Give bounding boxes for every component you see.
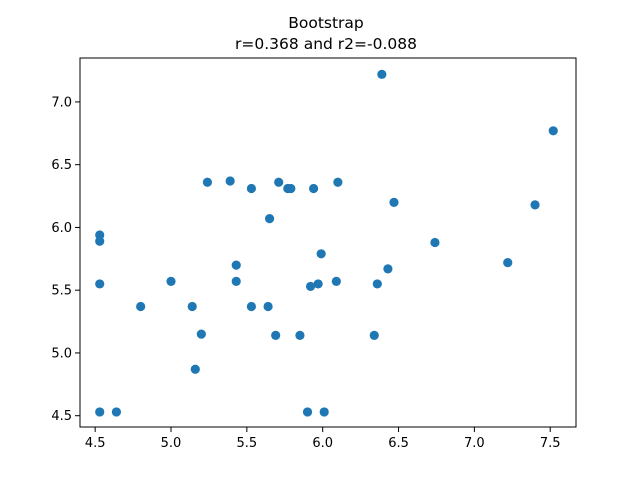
data-point [313, 279, 323, 289]
y-tick-label: 4.5 [51, 409, 72, 424]
data-point [389, 197, 399, 207]
data-point [95, 279, 105, 289]
data-point [302, 407, 313, 417]
data-point [331, 276, 341, 287]
data-point [305, 281, 316, 292]
data-point [319, 407, 329, 417]
data-point [333, 177, 343, 187]
data-point [316, 249, 326, 259]
plot-frame [79, 57, 577, 428]
data-point [246, 301, 256, 312]
data-point [372, 279, 382, 289]
x-tick-label: 7.0 [464, 436, 485, 451]
chart-subtitle: r=0.368 and r2=-0.088 [235, 35, 417, 53]
data-point [136, 301, 146, 312]
data-point [383, 264, 393, 274]
data-point [196, 329, 206, 339]
data-point [377, 69, 387, 79]
x-tick-label: 6.5 [388, 436, 409, 451]
data-point [308, 183, 319, 194]
data-point [271, 330, 281, 340]
data-point [225, 176, 235, 186]
data-point [503, 257, 513, 268]
data-point [274, 177, 284, 187]
data-point [530, 200, 540, 210]
data-point [263, 301, 273, 312]
axes-layer: 4.5 5.0 5.5 6.0 6.5 7.0 7.5 4.5 5.0 5.5 6.0 6.5 7.0 [51, 57, 577, 451]
data-point [246, 183, 256, 194]
data-point [95, 407, 105, 417]
data-point [166, 276, 176, 287]
data-point [190, 364, 200, 374]
y-tick-label: 6.5 [51, 158, 72, 173]
y-tick-label: 7.0 [51, 95, 72, 110]
data-point [548, 126, 558, 136]
x-tick-label: 5.5 [237, 436, 258, 451]
x-tick-label: 6.0 [312, 436, 333, 451]
data-point [95, 236, 105, 246]
x-tick-label: 4.5 [85, 436, 106, 451]
data-point [202, 177, 213, 187]
data-point [369, 330, 379, 340]
data-point [111, 407, 121, 417]
data-point [430, 237, 440, 248]
data-point [231, 276, 241, 287]
data-point [187, 301, 197, 312]
x-tick-label: 7.5 [540, 436, 561, 451]
data-point [265, 214, 275, 224]
chart-title: Bootstrap [288, 14, 364, 32]
x-tick-label: 5.0 [161, 436, 182, 451]
y-tick-label: 5.5 [51, 284, 72, 299]
y-tick-label: 5.0 [51, 346, 72, 361]
y-tick-label: 6.0 [51, 221, 72, 236]
data-point [286, 183, 296, 194]
points-layer [95, 69, 558, 417]
data-point [231, 260, 241, 270]
data-point [295, 330, 305, 340]
